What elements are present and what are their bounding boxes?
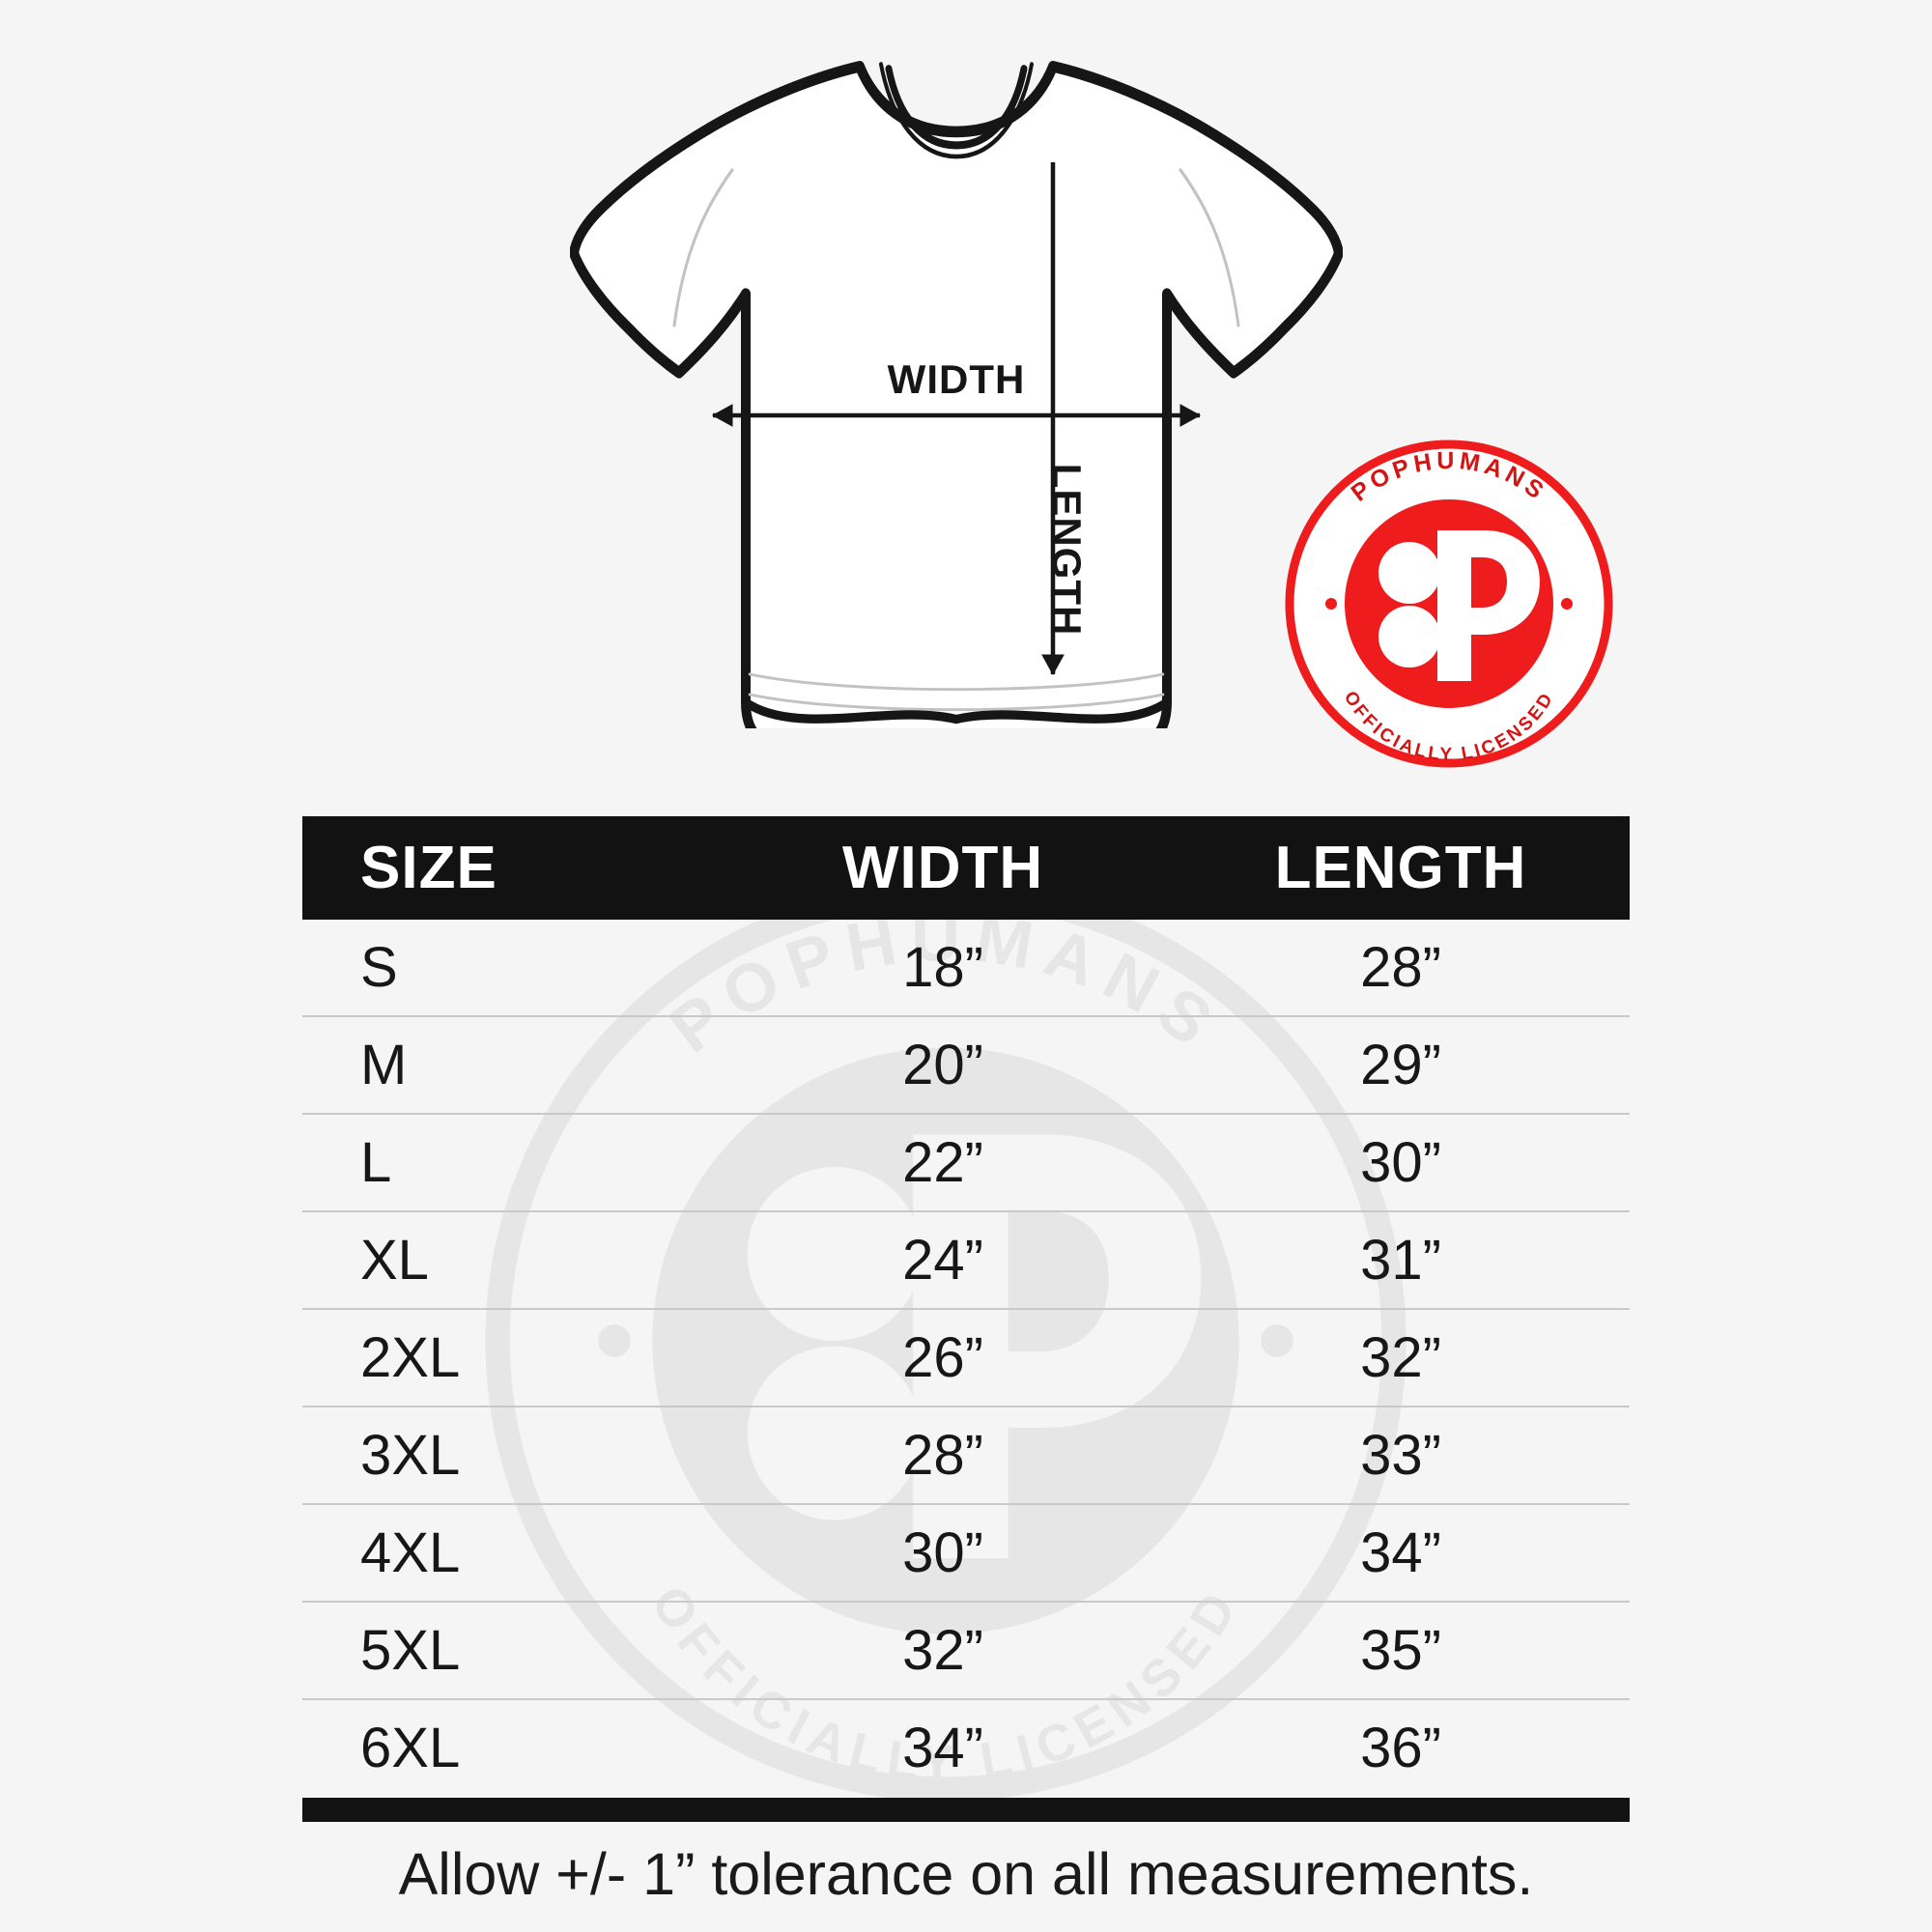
svg-text:LENGTH: LENGTH xyxy=(1044,464,1090,637)
svg-text:WIDTH: WIDTH xyxy=(888,356,1026,402)
